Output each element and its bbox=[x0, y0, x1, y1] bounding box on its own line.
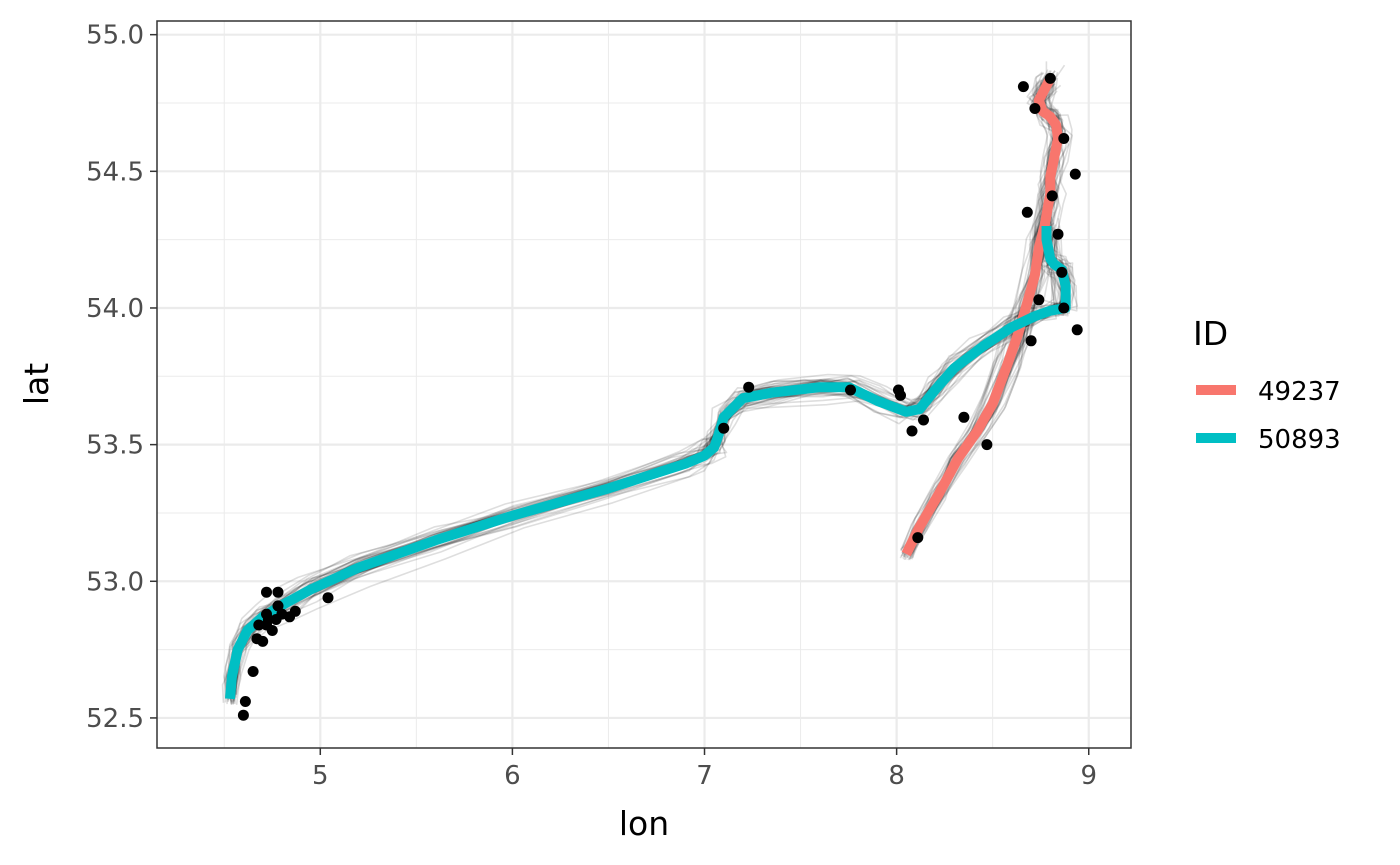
y-tick-label: 53.0 bbox=[86, 567, 144, 597]
data-point bbox=[237, 709, 249, 721]
data-point bbox=[261, 608, 272, 620]
data-point bbox=[270, 614, 282, 625]
data-point bbox=[1071, 324, 1083, 336]
y-tick-label: 55.0 bbox=[86, 21, 144, 51]
x-tick-label: 5 bbox=[312, 761, 329, 791]
data-point bbox=[253, 619, 265, 631]
legend-swatch-50893 bbox=[1196, 433, 1236, 443]
data-point bbox=[1046, 190, 1058, 202]
observation-points bbox=[237, 72, 1083, 721]
plot-panel bbox=[157, 21, 1131, 748]
data-point bbox=[906, 425, 918, 437]
data-point bbox=[1069, 168, 1081, 180]
grid bbox=[157, 21, 1131, 748]
data-point bbox=[743, 381, 755, 393]
data-point bbox=[289, 605, 301, 617]
legend-swatch-49237 bbox=[1196, 385, 1236, 395]
data-point bbox=[272, 600, 284, 612]
x-tick-label: 9 bbox=[1080, 761, 1097, 791]
ensemble-track bbox=[905, 78, 1063, 552]
data-point bbox=[845, 384, 856, 396]
x-tick-label: 8 bbox=[888, 761, 905, 791]
y-tick-label: 52.5 bbox=[86, 704, 144, 734]
data-point bbox=[895, 389, 906, 401]
data-point bbox=[1052, 228, 1064, 240]
data-point bbox=[912, 532, 924, 544]
data-point bbox=[1058, 302, 1070, 314]
data-point bbox=[1025, 335, 1037, 347]
data-point bbox=[1033, 294, 1045, 306]
data-point bbox=[1058, 133, 1070, 144]
ensemble-track bbox=[235, 220, 1079, 695]
legend-items: 49237 50893 bbox=[1196, 377, 1341, 455]
data-point bbox=[1056, 266, 1068, 278]
data-point bbox=[981, 439, 993, 451]
data-point bbox=[322, 592, 334, 604]
x-tick-label: 7 bbox=[696, 761, 713, 791]
y-tick-label: 54.5 bbox=[86, 157, 144, 187]
axes: 5 6 7 8 9 52.5 53.0 53.5 54.0 54.5 55.0 bbox=[86, 21, 1097, 791]
data-point bbox=[918, 414, 929, 426]
plot-border bbox=[156, 20, 1132, 749]
legend-title: ID bbox=[1193, 314, 1228, 353]
data-point bbox=[1017, 81, 1029, 93]
data-point bbox=[1021, 206, 1033, 218]
x-tick-label: 6 bbox=[504, 761, 521, 791]
data-point bbox=[272, 586, 284, 598]
y-tick-label: 53.5 bbox=[86, 431, 144, 461]
legend-label-49237: 49237 bbox=[1258, 377, 1341, 407]
data-point bbox=[1029, 103, 1041, 114]
data-point bbox=[1044, 72, 1056, 84]
data-point bbox=[239, 696, 251, 707]
data-point bbox=[266, 625, 278, 636]
data-point bbox=[247, 666, 259, 677]
legend: ID 49237 50893 bbox=[1193, 314, 1341, 455]
data-point bbox=[718, 422, 730, 434]
data-point bbox=[958, 411, 970, 423]
y-tick-label: 54.0 bbox=[86, 294, 144, 324]
x-axis-title: lon bbox=[619, 804, 669, 843]
y-axis-title: lat bbox=[17, 363, 56, 405]
legend-label-50893: 50893 bbox=[1258, 425, 1341, 455]
data-point bbox=[257, 635, 269, 647]
data-point bbox=[261, 586, 272, 598]
